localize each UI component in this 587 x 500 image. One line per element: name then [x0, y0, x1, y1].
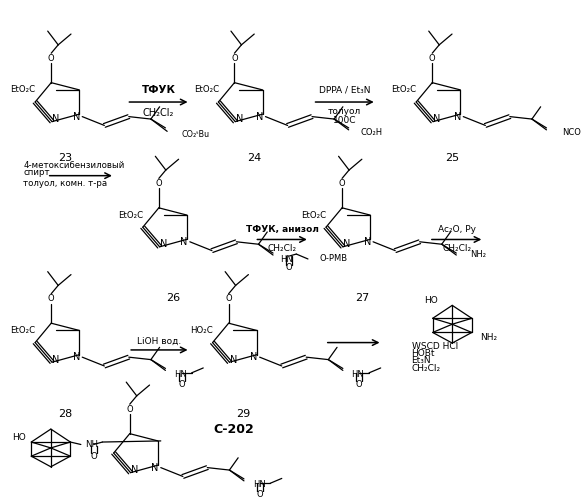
- Text: HO₂C: HO₂C: [190, 326, 213, 335]
- Text: EtO₂C: EtO₂C: [194, 86, 219, 94]
- Text: 4-метоксибензиловый: 4-метоксибензиловый: [23, 162, 125, 170]
- Text: CH₂Cl₂: CH₂Cl₂: [411, 364, 441, 372]
- Text: CH₂Cl₂: CH₂Cl₂: [443, 244, 471, 254]
- Text: N: N: [256, 112, 264, 122]
- Text: HN: HN: [174, 370, 187, 379]
- Text: Ac₂O, Py: Ac₂O, Py: [438, 225, 476, 234]
- Text: EtO₂C: EtO₂C: [11, 326, 36, 335]
- Text: ТФУК, анизол: ТФУК, анизол: [246, 225, 319, 234]
- Text: CO₂H: CO₂H: [360, 128, 383, 138]
- Text: N: N: [180, 237, 188, 247]
- Text: EtO₂C: EtO₂C: [118, 210, 143, 220]
- Text: HN: HN: [252, 480, 265, 490]
- Text: толуол, комн. т-ра: толуол, комн. т-ра: [23, 178, 107, 188]
- Text: 28: 28: [58, 409, 73, 419]
- Text: 27: 27: [355, 294, 369, 304]
- Text: N: N: [131, 465, 139, 475]
- Text: N: N: [433, 114, 441, 124]
- Text: N: N: [363, 237, 371, 247]
- Text: O: O: [429, 54, 436, 62]
- Text: N: N: [230, 354, 237, 364]
- Text: 26: 26: [166, 294, 180, 304]
- Text: CO₂ᵗBu: CO₂ᵗBu: [181, 130, 209, 140]
- Text: 24: 24: [247, 154, 262, 164]
- Text: O: O: [225, 294, 232, 303]
- Text: DPPA / Et₃N: DPPA / Et₃N: [319, 86, 370, 94]
- Text: N: N: [235, 114, 243, 124]
- Text: O: O: [48, 54, 55, 62]
- Text: Et₃N: Et₃N: [411, 356, 431, 365]
- Text: спирт: спирт: [23, 168, 50, 177]
- Text: N: N: [250, 352, 258, 362]
- Text: 25: 25: [445, 154, 459, 164]
- Text: EtO₂C: EtO₂C: [302, 210, 326, 220]
- Text: O: O: [48, 294, 55, 303]
- Text: NH: NH: [86, 440, 99, 449]
- Text: LiOH вод.: LiOH вод.: [137, 336, 182, 345]
- Text: O: O: [257, 490, 264, 499]
- Text: O: O: [356, 380, 362, 388]
- Text: толуол: толуол: [328, 108, 361, 116]
- Text: N: N: [454, 112, 461, 122]
- Text: NCO: NCO: [562, 128, 581, 138]
- Text: 29: 29: [236, 409, 250, 419]
- Text: O: O: [231, 54, 238, 62]
- Text: C-202: C-202: [214, 423, 255, 436]
- Text: N: N: [73, 352, 80, 362]
- Text: CH₂Cl₂: CH₂Cl₂: [268, 244, 297, 254]
- Text: EtO₂C: EtO₂C: [11, 86, 36, 94]
- Text: ТФУК: ТФУК: [141, 85, 176, 95]
- Text: HO: HO: [424, 296, 438, 305]
- Text: N: N: [52, 114, 60, 124]
- Text: WSCD HCl: WSCD HCl: [411, 342, 458, 350]
- Text: HOBt: HOBt: [411, 349, 435, 358]
- Text: O: O: [90, 452, 97, 462]
- Text: HO: HO: [12, 432, 25, 442]
- Text: N: N: [73, 112, 80, 122]
- Text: O: O: [285, 264, 292, 272]
- Text: NH₂: NH₂: [470, 250, 485, 258]
- Text: O: O: [178, 380, 185, 388]
- Text: O-PMB: O-PMB: [319, 254, 348, 264]
- Text: O: O: [156, 179, 162, 188]
- Text: O: O: [339, 179, 345, 188]
- Text: O: O: [126, 404, 133, 413]
- Text: HN: HN: [280, 256, 293, 264]
- Text: CH₂Cl₂: CH₂Cl₂: [143, 108, 174, 118]
- Text: 23: 23: [58, 154, 72, 164]
- Text: HN: HN: [352, 370, 365, 379]
- Text: N: N: [151, 462, 158, 472]
- Text: EtO₂C: EtO₂C: [392, 86, 417, 94]
- Text: N: N: [52, 354, 60, 364]
- Text: N: N: [160, 240, 167, 250]
- Text: N: N: [343, 240, 350, 250]
- Text: NH₂: NH₂: [481, 333, 498, 342]
- Text: 100C: 100C: [333, 116, 356, 124]
